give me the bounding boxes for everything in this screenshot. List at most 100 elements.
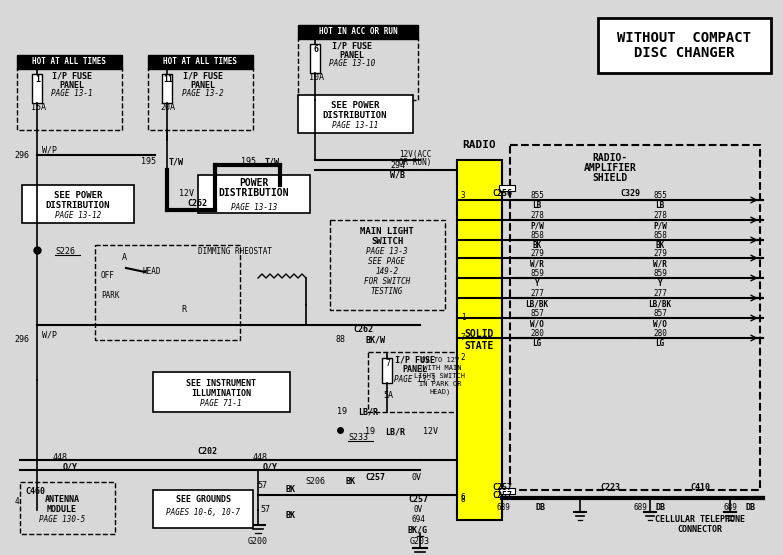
Text: FOR SWITCH: FOR SWITCH [364,278,410,286]
Text: RADIO: RADIO [462,140,496,150]
Text: W/P: W/P [42,145,57,154]
Text: 11: 11 [163,74,173,83]
Text: PAGE 13-13: PAGE 13-13 [231,204,277,213]
Bar [499,488,515,494]
Text: 3: 3 [460,190,465,199]
Text: P/W: P/W [530,221,544,230]
Text: W/O: W/O [653,320,667,329]
Bar [22,185,134,223]
Text: ANTENNA: ANTENNA [45,496,80,504]
Bar [298,95,413,133]
Bar [368,352,458,412]
Text: LG: LG [655,340,665,349]
Text: PAGE 13-3: PAGE 13-3 [366,248,408,256]
Text: PAGE 13-2: PAGE 13-2 [182,89,224,98]
Text: R: R [182,305,186,315]
Text: 195: 195 [240,158,255,166]
Text: SOLID
STATE: SOLID STATE [464,329,494,351]
Text: BK: BK [655,241,665,250]
Text: W/B: W/B [391,170,406,179]
Bar [17,55,122,69]
Text: PAGE 13-11: PAGE 13-11 [332,122,378,130]
Text: 7: 7 [385,359,391,367]
Text: 19: 19 [365,427,375,436]
Text: LB/R: LB/R [358,407,378,416]
Text: 689: 689 [496,503,510,512]
Text: C262: C262 [187,199,207,208]
Bar [32,74,42,103]
Text: PAGE 13-3: PAGE 13-3 [394,376,436,385]
Text: 149-2: 149-2 [375,268,399,276]
Text: WITHOUT  COMPACT: WITHOUT COMPACT [617,31,751,45]
Text: HOT AT ALL TIMES: HOT AT ALL TIMES [163,58,237,67]
Text: 855: 855 [653,190,667,199]
Text: BK: BK [345,477,355,487]
Text: 1: 1 [460,314,465,322]
Text: Y: Y [658,280,662,289]
Text: BK: BK [285,486,295,495]
Text: S206: S206 [305,477,325,487]
Bar [148,55,253,69]
Text: OR RUN): OR RUN) [399,159,431,168]
Text: 279: 279 [530,249,544,258]
Text: A: A [121,254,127,263]
Text: 858: 858 [653,230,667,240]
Text: 859: 859 [530,269,544,278]
Text: LB: LB [655,201,665,210]
Text: 277: 277 [653,289,667,297]
Text: HEAD): HEAD) [429,388,451,395]
Text: PANEL: PANEL [190,80,215,89]
Text: BK/G: BK/G [408,526,428,534]
Text: 277: 277 [530,289,544,297]
Bar [382,358,392,383]
Text: S226: S226 [55,248,75,256]
Text: 88: 88 [335,336,345,345]
Text: 855: 855 [530,190,544,199]
Text: G200: G200 [248,537,268,547]
Text: I/P FUSE: I/P FUSE [52,72,92,80]
Text: 0V: 0V [413,506,423,514]
Text: 12V: 12V [179,189,194,198]
Text: 0V TO 12V: 0V TO 12V [421,357,459,363]
Text: Y: Y [535,280,539,289]
Text: 8: 8 [460,496,465,504]
Text: PAGE 13-12: PAGE 13-12 [55,211,101,220]
Text: 859: 859 [653,269,667,278]
Text: 5A: 5A [383,391,393,400]
Text: W/P: W/P [42,330,57,340]
Text: LB: LB [532,201,542,210]
Text: LG: LG [532,340,542,349]
Text: DB: DB [535,503,545,512]
Text: 4: 4 [15,497,20,507]
Text: I/P FUSE: I/P FUSE [395,356,435,365]
Text: O/Y: O/Y [63,462,78,472]
Text: SWITCH: SWITCH [371,238,403,246]
Text: SEE POWER: SEE POWER [54,191,103,200]
Text: 448: 448 [52,452,67,462]
Text: I/P FUSE: I/P FUSE [332,42,372,51]
Text: 195: 195 [140,158,156,166]
Text: G203: G203 [410,537,430,547]
Text: C257: C257 [365,473,385,482]
Text: C223: C223 [600,483,620,492]
Text: C410: C410 [690,483,710,492]
Text: 694: 694 [411,516,425,524]
Text: 6: 6 [460,493,465,502]
Text: MODULE: MODULE [47,506,77,514]
Text: (WITH MAIN: (WITH MAIN [419,365,461,371]
Text: SEE GROUNDS: SEE GROUNDS [175,496,230,504]
Bar [598,18,771,73]
Text: 57: 57 [257,481,267,490]
Text: DISTRIBUTION: DISTRIBUTION [323,112,388,120]
Text: 20A: 20A [161,103,175,113]
Text: LIGHT SWITCH: LIGHT SWITCH [414,373,466,379]
Text: CONNECTOR: CONNECTOR [677,526,723,534]
Text: LB/R: LB/R [385,427,405,436]
Text: W/R: W/R [530,260,544,269]
Text: SEE POWER: SEE POWER [330,102,379,110]
Text: 280: 280 [653,329,667,337]
Text: 15A: 15A [31,103,45,113]
Text: PARK: PARK [101,290,119,300]
Text: CELLULAR TELEPHONE: CELLULAR TELEPHONE [655,516,745,524]
Bar [95,245,240,340]
